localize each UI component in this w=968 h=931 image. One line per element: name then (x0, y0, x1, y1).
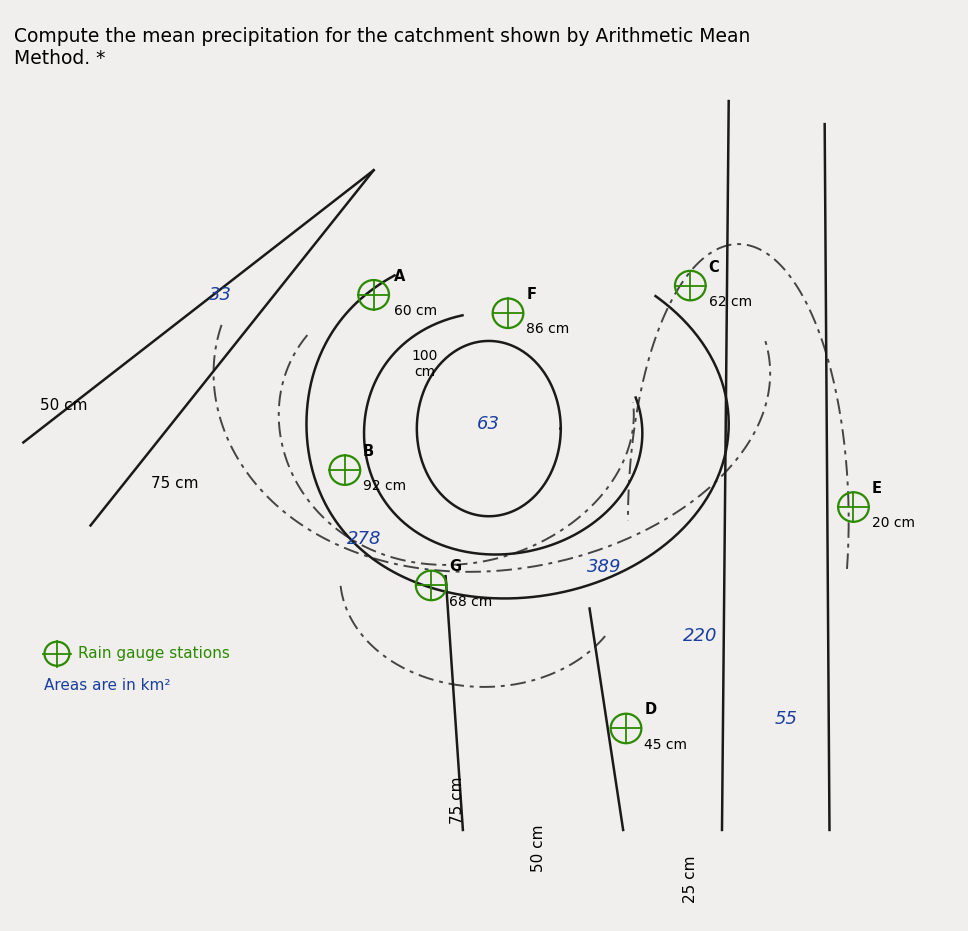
Text: Compute the mean precipitation for the catchment shown by Arithmetic Mean
Method: Compute the mean precipitation for the c… (14, 27, 750, 68)
Text: E: E (872, 481, 882, 496)
Text: 92 cm: 92 cm (363, 479, 407, 493)
Text: Areas are in km²: Areas are in km² (45, 678, 171, 693)
Text: B: B (363, 444, 375, 459)
Text: 55: 55 (774, 710, 798, 728)
Text: 86 cm: 86 cm (527, 322, 569, 336)
Text: 389: 389 (587, 558, 621, 576)
Text: 220: 220 (682, 627, 717, 645)
Text: 75 cm: 75 cm (449, 776, 465, 824)
Text: 100
cm: 100 cm (411, 349, 438, 379)
Text: Rain gauge stations: Rain gauge stations (78, 646, 229, 661)
Text: F: F (527, 287, 536, 303)
Text: 50 cm: 50 cm (531, 825, 546, 872)
Text: 75 cm: 75 cm (151, 477, 198, 492)
Text: 45 cm: 45 cm (645, 737, 687, 751)
Text: 25 cm: 25 cm (682, 855, 698, 903)
Text: 278: 278 (347, 531, 381, 548)
Text: G: G (449, 560, 462, 574)
Text: C: C (709, 260, 719, 275)
Text: D: D (645, 702, 656, 718)
Text: 60 cm: 60 cm (394, 304, 437, 318)
Text: 68 cm: 68 cm (449, 595, 493, 609)
Text: 62 cm: 62 cm (709, 295, 752, 309)
Text: 50 cm: 50 cm (40, 398, 87, 413)
Text: 33: 33 (208, 286, 231, 304)
Text: 20 cm: 20 cm (872, 517, 915, 531)
Text: 63: 63 (477, 415, 500, 433)
Text: A: A (394, 269, 406, 284)
